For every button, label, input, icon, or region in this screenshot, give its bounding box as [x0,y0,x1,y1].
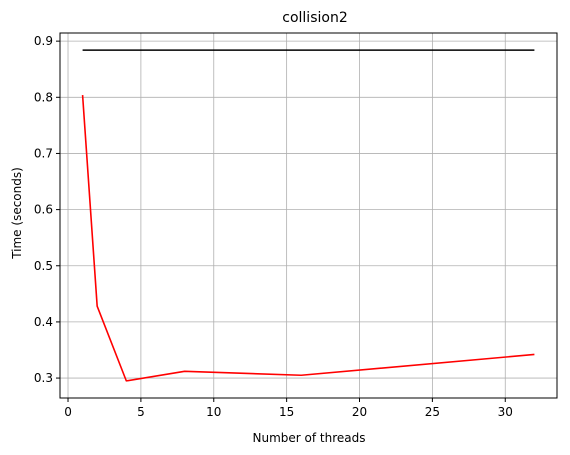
x-tick-label: 20 [352,405,367,419]
chart-title: collision2 [282,10,347,26]
x-tick-label: 30 [498,405,513,419]
x-tick-label: 0 [64,405,72,419]
x-tick-label: 15 [279,405,294,419]
y-tick-label: 0.7 [34,146,53,160]
y-tick-label: 0.6 [34,203,53,217]
x-axis-label: Number of threads [253,431,366,445]
series-layer [81,49,535,382]
grid [60,33,557,398]
y-tick-label: 0.3 [34,371,53,385]
series-line-1 [81,94,535,382]
y-tick-label: 0.4 [34,315,53,329]
x-tick-label: 5 [137,405,145,419]
y-axis-label: Time (seconds) [10,167,24,260]
ticks: 0 5 10 15 20 25 30 0.3 0.4 0.5 0.6 0.7 0.8 0.9 [34,34,513,419]
y-tick-label: 0.9 [34,34,53,48]
x-tick-label: 25 [425,405,440,419]
plot-frame [59,32,558,399]
y-tick-label: 0.5 [34,259,53,273]
x-tick-label: 10 [206,405,221,419]
y-tick-label: 0.8 [34,90,53,104]
